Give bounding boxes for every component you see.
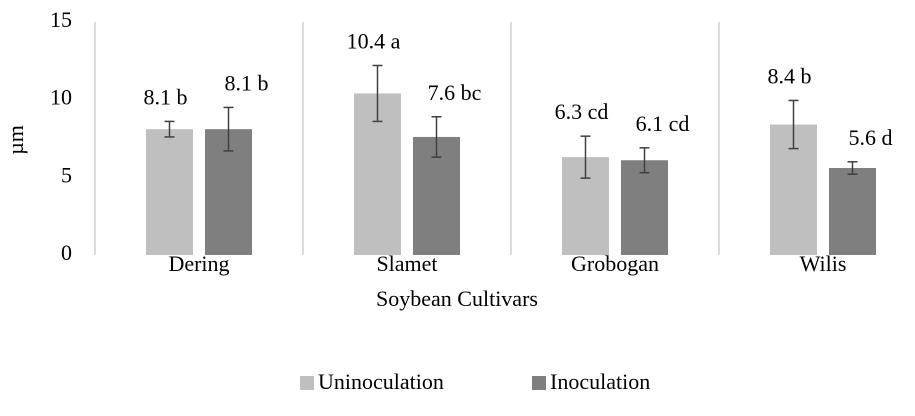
value-label: 5.6 d (849, 125, 893, 150)
bar (829, 168, 876, 255)
value-label: 8.1 b (144, 84, 188, 109)
bar (621, 160, 668, 255)
x-tick-label: Dering (168, 251, 229, 276)
legend-label: Uninoculation (318, 369, 444, 394)
value-label: 10.4 a (347, 29, 401, 54)
x-axis-title: Soybean Cultivars (376, 286, 538, 311)
legend-swatch (300, 376, 314, 390)
y-axis-title: µm (3, 125, 28, 155)
legend-swatch (532, 376, 546, 390)
bar (146, 129, 193, 255)
value-label: 6.1 cd (636, 111, 690, 136)
x-tick-label: Slamet (376, 251, 437, 276)
y-tick-label: 5 (61, 162, 72, 187)
legend-label: Inoculation (550, 369, 650, 394)
x-tick-label: Grobogan (571, 251, 659, 276)
x-tick-label: Wilis (800, 251, 847, 276)
value-label: 8.1 b (225, 70, 269, 95)
y-tick-label: 15 (50, 7, 72, 32)
value-label: 7.6 bc (428, 80, 482, 105)
value-label: 8.4 b (768, 63, 812, 88)
y-tick-label: 0 (61, 240, 72, 265)
value-label: 6.3 cd (555, 99, 609, 124)
y-tick-label: 10 (50, 85, 72, 110)
